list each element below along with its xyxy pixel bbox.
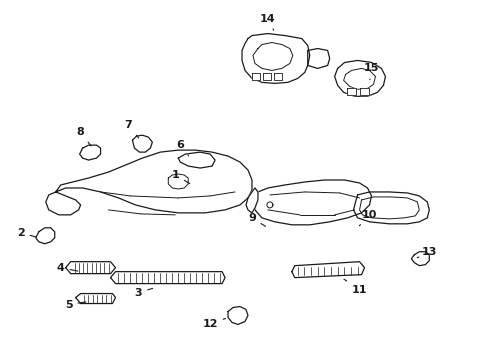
Polygon shape: [132, 135, 152, 152]
Polygon shape: [307, 49, 329, 68]
Polygon shape: [76, 293, 115, 303]
Text: 12: 12: [202, 319, 225, 329]
Text: 2: 2: [17, 228, 36, 238]
Polygon shape: [46, 192, 81, 215]
Text: 8: 8: [77, 127, 91, 146]
Text: 3: 3: [134, 288, 152, 298]
Polygon shape: [36, 228, 55, 244]
Text: 14: 14: [260, 14, 275, 30]
Polygon shape: [353, 192, 428, 224]
Text: 13: 13: [416, 247, 436, 258]
Polygon shape: [346, 88, 355, 95]
Polygon shape: [410, 252, 428, 266]
Text: 15: 15: [363, 63, 378, 80]
Polygon shape: [65, 262, 115, 274]
Text: 10: 10: [359, 210, 376, 226]
Polygon shape: [178, 152, 215, 168]
Polygon shape: [242, 33, 309, 84]
Polygon shape: [80, 145, 101, 160]
Polygon shape: [110, 272, 224, 284]
Text: 11: 11: [343, 279, 366, 294]
Polygon shape: [263, 73, 270, 80]
Polygon shape: [252, 180, 371, 225]
Text: 7: 7: [124, 120, 139, 138]
Polygon shape: [334, 60, 385, 96]
Text: 9: 9: [247, 213, 265, 226]
Polygon shape: [251, 73, 260, 80]
Polygon shape: [56, 150, 251, 213]
Polygon shape: [245, 188, 258, 213]
Text: 1: 1: [171, 170, 189, 184]
Text: 4: 4: [57, 263, 78, 273]
Polygon shape: [273, 73, 281, 80]
Text: 6: 6: [176, 140, 188, 156]
Polygon shape: [227, 306, 247, 324]
Polygon shape: [359, 88, 368, 95]
Text: 5: 5: [65, 300, 86, 310]
Polygon shape: [291, 262, 364, 278]
